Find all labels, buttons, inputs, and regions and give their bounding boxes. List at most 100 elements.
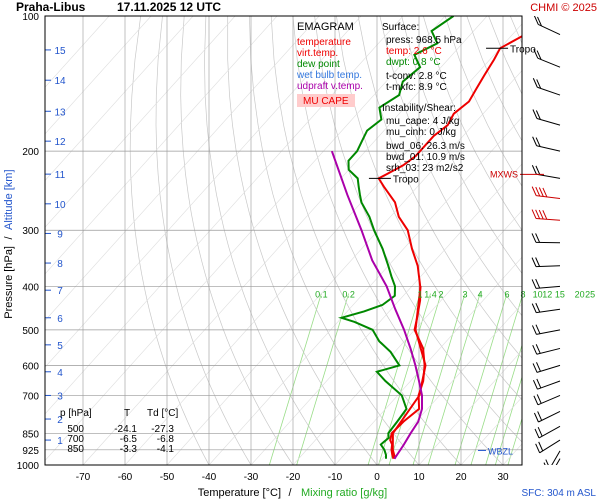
isotherm <box>45 16 236 228</box>
surface-dewpoint: dwpt: 0.8 °C <box>386 57 441 68</box>
wind-barb-feather <box>536 50 542 60</box>
dry-adiabat <box>466 16 522 142</box>
credit-label: CHMI © 2025 <box>530 2 597 14</box>
mu-cape-swatch <box>297 94 355 107</box>
wind-barb <box>532 78 561 96</box>
dry-adiabat <box>576 16 600 465</box>
isotherm <box>45 16 320 322</box>
table-header-temp: T <box>124 408 130 419</box>
wind-barb-staff <box>537 380 561 390</box>
legend-item-wet-bulb: wet bulb temp. <box>296 70 362 81</box>
chart-annotations: Tropo Tropo MXWS WBZL <box>368 44 544 456</box>
wind-barb-feather <box>546 467 550 476</box>
wind-barb-feather <box>535 137 541 147</box>
table-row-700-p: 700 <box>67 434 84 445</box>
mixing-ratio-line <box>494 375 522 465</box>
wind-barb-staff <box>551 450 561 465</box>
wind-barb-feather <box>531 186 537 196</box>
wind-barb <box>532 344 561 355</box>
pressure-tick-label: 100 <box>22 12 39 23</box>
wind-barb-feather <box>532 109 538 119</box>
mixing-ratio-label: 0.1 <box>315 290 328 300</box>
temperature-tick-label: -30 <box>244 472 259 483</box>
surface-pressure: press: 968.5 hPa <box>386 35 462 46</box>
legend-item-dew-point: dew point <box>297 59 340 70</box>
mixing-ratio-label: 0.2 <box>342 290 355 300</box>
wind-barb-staff <box>536 118 561 126</box>
wind-barb-feather <box>531 233 537 243</box>
table-row-850-td: -4.1 <box>157 444 175 455</box>
wind-barb-feather <box>533 395 539 406</box>
level-table: p [hPa] T Td [°C] 500 -24.1 -27.3 700 -6… <box>60 408 178 455</box>
wind-barb <box>533 394 561 406</box>
dry-adiabat <box>155 16 252 465</box>
mixing-ratio-line <box>296 293 350 465</box>
isotherm <box>250 163 522 465</box>
wind-barb-staff <box>538 411 561 423</box>
wind-barb-staff <box>536 173 561 179</box>
mu-cape-value: mu_cape: 4 J/kg <box>386 116 459 127</box>
wind-barb-staff <box>536 364 561 373</box>
mixing-ratio-label: 20 <box>575 290 585 300</box>
temperature-tick-label: -60 <box>118 472 133 483</box>
altitude-tick-label: 11 <box>55 170 66 181</box>
wbzl-label: WBZL <box>488 446 513 456</box>
sfc-elevation-label: SFC: 304 m ASL <box>522 488 597 499</box>
wind-barb <box>531 278 561 289</box>
wind-barb-staff <box>537 57 561 68</box>
altitude-tick-label: 10 <box>54 200 66 211</box>
pressure-tick-label: 300 <box>22 226 39 237</box>
wind-barb-staff <box>535 265 561 268</box>
wind-barb-feather <box>531 209 537 219</box>
wind-barb <box>532 362 561 373</box>
wind-barb-feather <box>532 78 538 88</box>
wind-barb-feather <box>542 210 548 220</box>
plot-frame <box>44 15 523 466</box>
wind-barb <box>546 458 561 476</box>
isotherm <box>376 303 522 465</box>
table-header-pressure: p [hPa] <box>60 408 92 419</box>
curve-virt-temp- <box>391 286 427 460</box>
isotherm <box>292 210 522 465</box>
x-axis-label-mixing-ratio: Mixing ratio [g/kg] <box>301 487 387 499</box>
temperature-tick-label: -40 <box>202 472 217 483</box>
altitude-tick-label: 4 <box>57 368 63 379</box>
wind-barb-staff <box>536 195 561 200</box>
mixing-ratio-label: 3 <box>462 290 467 300</box>
wind-barb-feather <box>535 344 541 354</box>
isotherm <box>45 16 404 415</box>
mixing-ratio-label: 15 <box>555 290 565 300</box>
wind-barb-feather <box>534 428 540 439</box>
wind-barb <box>533 16 561 36</box>
mixing-ratio-label: 4 <box>478 290 483 300</box>
isotherm <box>334 256 522 465</box>
pressure-tick-label: 925 <box>22 446 39 457</box>
altitude-tick-label: 7 <box>57 286 63 297</box>
wind-barb-feather <box>531 257 537 267</box>
bwd01-value: bwd_01: 10.9 m/s <box>386 152 465 163</box>
table-header-dewpoint: Td [°C] <box>147 408 178 419</box>
wind-barb <box>535 439 561 454</box>
mixing-ratio-line <box>528 294 580 465</box>
mixing-ratio-line <box>538 294 590 465</box>
bwd06-value: bwd_06: 26.3 m/s <box>386 141 465 152</box>
wind-barb-feather <box>535 443 541 453</box>
dry-adiabat <box>336 16 522 401</box>
pressure-tick-label: 500 <box>22 326 39 337</box>
mxws-label: MXWS <box>490 169 518 179</box>
legend-item-virt-temp: virt.temp. <box>297 48 338 59</box>
mixing-ratio-line <box>507 417 522 465</box>
table-row-500-t: -24.1 <box>114 424 137 435</box>
pressure-tick-label: 700 <box>22 391 39 402</box>
wind-barbs <box>531 16 561 476</box>
altitude-tick-label: 9 <box>57 229 63 240</box>
isotherm <box>45 16 362 368</box>
wind-barb-feather <box>535 186 541 197</box>
pressure-tick-label: 400 <box>22 282 39 293</box>
mixing-ratio-line <box>388 293 442 465</box>
dry-adiabat <box>379 16 522 317</box>
wind-barb-staff <box>537 86 561 96</box>
isotherm <box>45 16 446 462</box>
temperature-tick-label: 30 <box>497 472 509 483</box>
